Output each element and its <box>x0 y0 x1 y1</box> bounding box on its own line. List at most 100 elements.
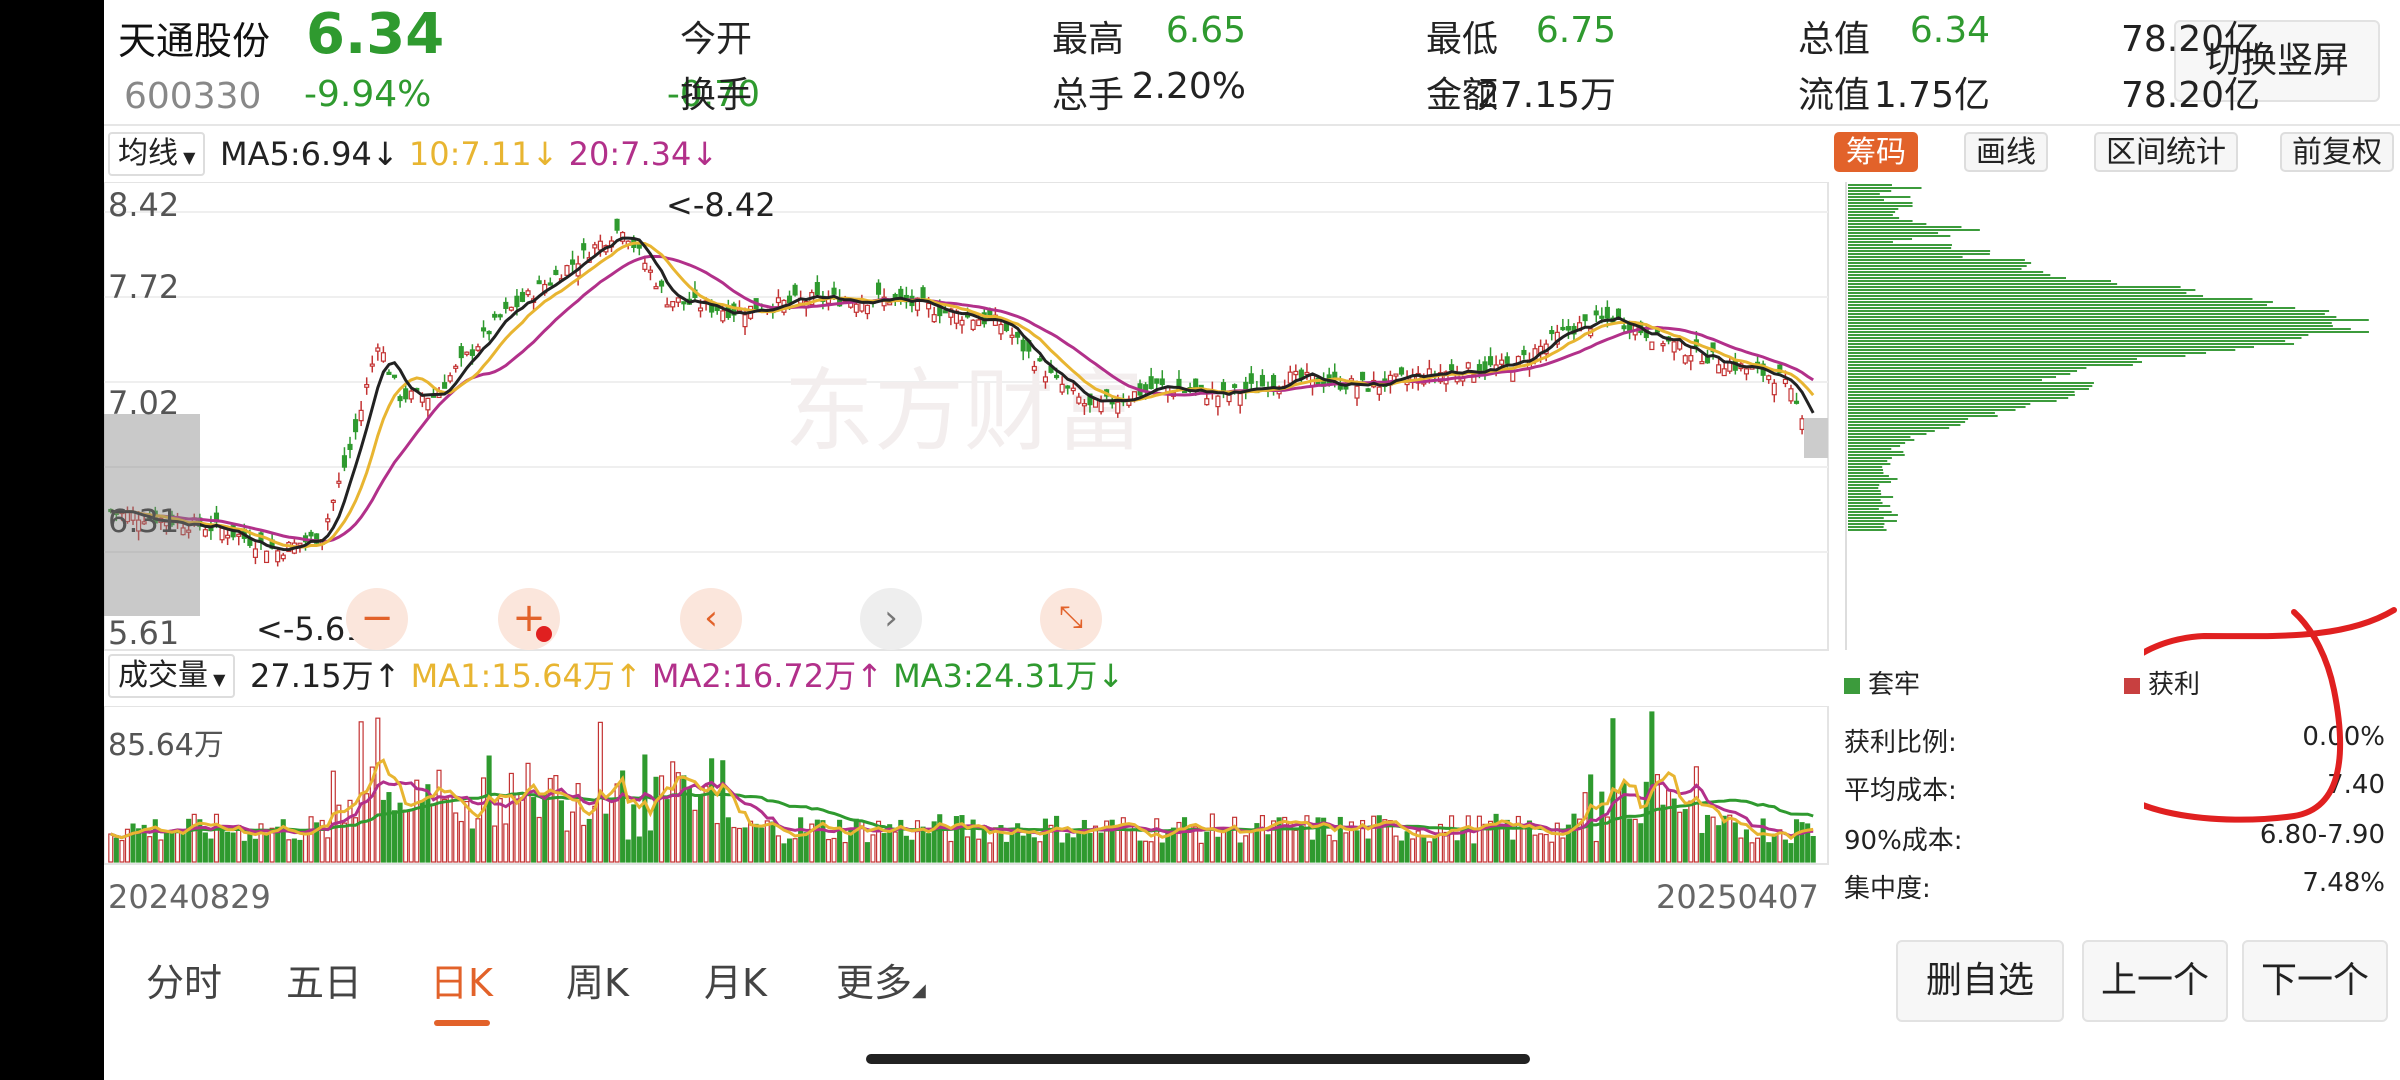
arrow-up-icon: ↑ <box>856 657 894 695</box>
y-label: 6.31 <box>108 502 180 540</box>
tab-intraday[interactable]: 分时 <box>146 961 223 1005</box>
vol-ma2-line <box>110 780 1814 840</box>
stat-label: 平均成本: <box>1844 776 1957 806</box>
tab-range-stats[interactable]: 区间统计 <box>2094 132 2238 172</box>
stat-label: 流值 <box>1798 75 1871 116</box>
stat-value: 6.34 <box>1909 10 1990 51</box>
current-price: 6.34 <box>306 2 445 67</box>
y-label-low: 5.61 <box>108 614 180 652</box>
tab-more[interactable]: 更多◢ <box>836 952 926 1007</box>
legend-swatch <box>2124 677 2140 694</box>
stat-label: 金额 <box>1426 75 1499 116</box>
change-percent: -9.94% <box>304 74 432 115</box>
volume-value: 27.15万 <box>250 657 374 695</box>
legend-swatch <box>1844 677 1860 694</box>
crosshair-drag-handle[interactable] <box>104 414 200 616</box>
stock-name: 天通股份 <box>118 19 271 63</box>
dropdown-icon: ▼ <box>178 148 196 167</box>
volume-legend: 27.15万↑ MA1:15.64万↑ MA2:16.72万↑ MA3:24.3… <box>250 654 1124 698</box>
vol-ma3: MA3:24.31万 <box>893 657 1098 695</box>
annotation-circle <box>2144 607 2397 823</box>
stat-value: 78.20亿 <box>2120 75 2260 116</box>
scroll-right-button[interactable]: › <box>860 588 922 650</box>
stat-label: 最低 <box>1426 19 1499 60</box>
stat-label: 获利比例: <box>1844 728 1957 758</box>
arrow-up-icon: ↑ <box>614 657 652 695</box>
tab-daily-k[interactable]: 日K <box>430 961 493 1005</box>
high-marker: <-8.42 <box>666 186 776 224</box>
stat-label: 最高 <box>1052 19 1125 60</box>
legend-label: 获利 <box>2148 670 2201 700</box>
arrow-down-icon: ↓ <box>1097 657 1125 695</box>
tab-monthly-k[interactable]: 月K <box>704 961 767 1005</box>
stat-label: 集中度: <box>1844 874 1931 904</box>
arrow-down-icon: ↓ <box>531 135 559 173</box>
y-label: 7.72 <box>108 268 180 306</box>
tab-draw-line[interactable]: 画线 <box>1964 132 2048 172</box>
legend-profit: 获利 <box>2124 664 2200 701</box>
stat-label: 换手 <box>680 75 753 116</box>
y-label: 7.02 <box>108 384 180 422</box>
volume-selector-label: 成交量 <box>118 658 208 693</box>
tab-chips[interactable]: 筹码 <box>1834 132 1918 172</box>
ma-selector-label: 均线 <box>118 136 178 171</box>
stat-value: 6.65 <box>1165 10 1246 51</box>
zoom-in-button[interactable]: + <box>498 588 560 650</box>
end-date: 20250407 <box>1656 878 1819 916</box>
ma20-line <box>110 254 1814 543</box>
stat-value: 27.15万 <box>1476 75 1616 116</box>
stat-value: 6.75 <box>1535 10 1616 51</box>
legend-label: 套牢 <box>1868 670 1921 700</box>
volume-bars <box>108 711 1816 863</box>
tab-more-label: 更多 <box>836 961 913 1005</box>
vol-ma3-line <box>110 791 1814 840</box>
ma5-value: MA5:6.94 <box>220 135 372 173</box>
ma10-value: 10:7.11 <box>408 135 532 173</box>
profit-ratio-value: 0.00% <box>2302 722 2385 752</box>
stat-value: 78.20亿 <box>2120 19 2260 60</box>
home-indicator[interactable] <box>866 1054 1530 1064</box>
stat-label: 总值 <box>1798 19 1871 60</box>
tab-weekly-k[interactable]: 周K <box>566 961 629 1005</box>
vol-ma1: MA1:15.64万 <box>410 657 615 695</box>
switch-portrait-button[interactable]: 切换竖屏 <box>2174 20 2380 102</box>
legend-trapped: 套牢 <box>1844 664 1920 701</box>
corner-triangle-icon: ◢ <box>912 980 926 1001</box>
change-value: -0.70 <box>666 74 760 115</box>
zoom-out-button[interactable]: − <box>346 588 408 650</box>
stat-label: 90%成本: <box>1844 826 1963 856</box>
collapse-icon[interactable]: ⤡ <box>1040 588 1102 650</box>
arrow-down-icon: ↓ <box>371 135 399 173</box>
remove-watchlist-button[interactable]: 删自选 <box>1896 940 2064 1022</box>
ma5-line <box>110 236 1815 552</box>
cost-range-value: 6.80-7.90 <box>2259 820 2385 850</box>
arrow-down-icon: ↓ <box>691 135 719 173</box>
vol-ma2: MA2:16.72万 <box>651 657 857 695</box>
chip-distribution-chart <box>1845 182 2369 650</box>
volume-chart[interactable] <box>104 706 1829 866</box>
volume-max-label: 85.64万 <box>108 728 224 763</box>
stat-value: 1.75亿 <box>1873 75 1990 116</box>
previous-button[interactable]: 上一个 <box>2082 940 2228 1022</box>
tab-five-day[interactable]: 五日 <box>286 961 363 1005</box>
ma-selector[interactable]: 均线 ▼ <box>108 132 206 176</box>
ma-legend: MA5:6.94↓ 10:7.11↓ 20:7.34↓ <box>220 132 718 176</box>
stat-value: 2.20% <box>1131 66 1246 107</box>
volume-selector[interactable]: 成交量 ▼ <box>108 654 236 698</box>
start-date: 20240829 <box>108 878 271 916</box>
price-chart[interactable]: 东方财富 <box>104 182 1829 652</box>
ma10-line <box>110 241 1815 549</box>
dropdown-icon: ▼ <box>208 670 226 689</box>
stat-label: 总手 <box>1052 75 1125 116</box>
concentration-value: 7.48% <box>2302 868 2385 898</box>
scroll-left-button[interactable]: ‹ <box>680 588 742 650</box>
stat-label: 今开 <box>680 19 753 60</box>
scroll-handle[interactable] <box>1804 418 1828 458</box>
vol-ma1-line <box>110 758 1814 841</box>
stock-code: 600330 <box>124 76 262 117</box>
tab-forward-adjust[interactable]: 前复权 <box>2280 132 2394 172</box>
ma20-value: 20:7.34 <box>568 135 692 173</box>
arrow-up-icon: ↑ <box>373 657 411 695</box>
next-button[interactable]: 下一个 <box>2242 940 2388 1022</box>
y-label-high: 8.42 <box>108 186 180 224</box>
